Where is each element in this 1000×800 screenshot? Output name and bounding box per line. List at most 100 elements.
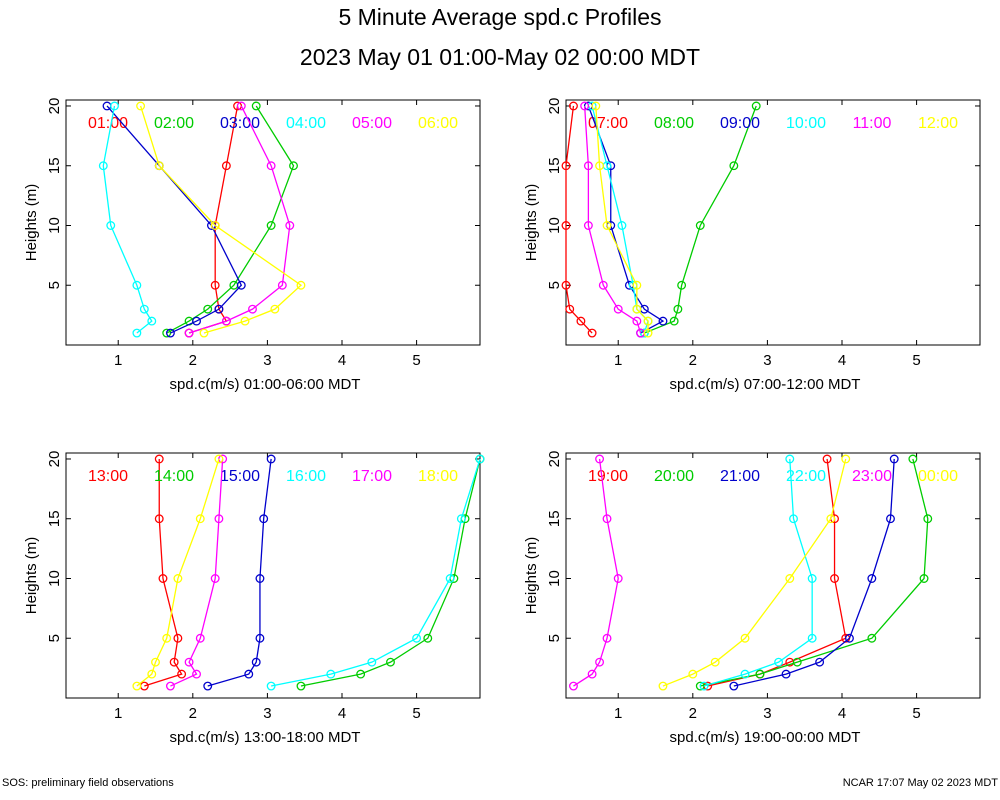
- data-point: [595, 454, 605, 464]
- legend-entry: 18:00: [418, 468, 458, 485]
- data-point: [214, 514, 224, 524]
- data-point: [221, 161, 231, 171]
- data-point: [822, 454, 832, 464]
- data-point: [173, 633, 183, 643]
- x-tick-label: 2: [189, 705, 197, 722]
- legend-entry: 22:00: [786, 468, 826, 485]
- data-point: [184, 657, 194, 667]
- footer-note: SOS: preliminary field observations: [2, 777, 174, 789]
- data-point: [591, 101, 601, 111]
- data-point: [785, 454, 795, 464]
- data-point: [158, 574, 168, 583]
- data-point: [613, 304, 623, 314]
- legend-entry: 11:00: [853, 115, 892, 132]
- y-tick-label: 20: [46, 451, 63, 468]
- series-line-1800: [136, 458, 220, 687]
- y-tick-label: 5: [46, 634, 63, 642]
- x-tick-label: 5: [412, 352, 420, 369]
- x-axis-label: spd.c(m/s) 13:00-18:00 MDT: [170, 729, 361, 746]
- x-tick-label: 5: [912, 352, 920, 369]
- data-point: [583, 161, 593, 171]
- data-point: [643, 316, 653, 326]
- data-point: [740, 633, 750, 643]
- x-tick-label: 4: [338, 705, 346, 722]
- data-point: [236, 101, 246, 111]
- data-point: [139, 304, 149, 314]
- data-point: [251, 101, 261, 111]
- data-point: [240, 316, 250, 326]
- data-point: [184, 328, 194, 338]
- data-point: [195, 514, 205, 524]
- data-point: [151, 657, 160, 667]
- data-point: [110, 101, 119, 111]
- series-line-2200: [703, 458, 813, 687]
- data-point: [248, 304, 257, 314]
- x-axis-label: spd.c(m/s) 19:00-00:00 MDT: [670, 729, 861, 746]
- y-tick-label: 15: [46, 510, 63, 527]
- data-point: [136, 101, 146, 111]
- data-point: [266, 454, 276, 464]
- panel-01-06: 1 2 3 4 5 5 10 15 20 spd.c(m/s) 01:00-06:00 MDT He…: [0, 90, 500, 440]
- data-point: [173, 574, 183, 583]
- x-axis-label: spd.c(m/s) 01:00-06:00 MDT: [170, 376, 361, 393]
- legend-entry: 09:00: [720, 115, 760, 132]
- data-point: [177, 669, 187, 679]
- series-line-0900: [587, 105, 665, 334]
- data-point: [886, 514, 895, 524]
- data-point: [192, 669, 201, 679]
- data-point: [423, 633, 433, 643]
- data-point: [326, 669, 336, 679]
- legend-entry: 21:00: [720, 468, 760, 485]
- x-tick-label: 2: [189, 352, 197, 369]
- data-point: [266, 221, 276, 230]
- plot-frame: [65, 99, 481, 346]
- data-point: [221, 316, 231, 326]
- plot-frame: [65, 452, 481, 699]
- data-point: [475, 454, 485, 464]
- y-axis-label: Heights (m): [523, 537, 540, 615]
- data-point: [165, 328, 175, 338]
- data-point: [132, 681, 142, 691]
- data-point: [807, 633, 817, 643]
- chart-svg: 1 2 3 4 5 5 10 15 20 spd.c(m/s) 19:00-00:00 MDT He…: [523, 451, 981, 746]
- data-point: [595, 161, 605, 171]
- y-tick-label: 5: [546, 634, 563, 642]
- legend-entry: 16:00: [286, 468, 326, 485]
- data-point: [710, 657, 720, 667]
- series-line-0200: [166, 105, 295, 334]
- data-point: [919, 574, 929, 583]
- legend-entry: 00:00: [918, 468, 958, 485]
- y-tick-label: 10: [46, 217, 63, 234]
- y-tick-label: 20: [546, 98, 563, 115]
- legend-entry: 07:00: [588, 115, 628, 132]
- x-tick-label: 5: [412, 705, 420, 722]
- series-line-1600: [271, 458, 481, 687]
- data-point: [445, 574, 455, 583]
- data-point: [132, 280, 142, 290]
- data-point: [296, 681, 306, 691]
- legend-entry: 05:00: [352, 115, 392, 132]
- y-tick-label: 15: [546, 157, 563, 174]
- series-line-2100: [733, 458, 895, 687]
- y-tick-label: 10: [46, 570, 63, 587]
- data-point: [774, 657, 784, 667]
- legend-entry: 20:00: [654, 468, 694, 485]
- x-tick-label: 1: [114, 352, 122, 369]
- data-point: [154, 514, 164, 524]
- x-tick-label: 2: [689, 705, 697, 722]
- data-point: [147, 669, 157, 679]
- data-point: [569, 101, 578, 111]
- data-point: [244, 669, 254, 679]
- y-tick-label: 20: [546, 451, 563, 468]
- data-point: [830, 574, 839, 583]
- panel-19-00: 1 2 3 4 5 5 10 15 20 spd.c(m/s) 19:00-00:00 MDT He…: [500, 443, 1000, 793]
- series-line-2000: [700, 458, 929, 687]
- data-point: [602, 221, 612, 230]
- x-tick-label: 3: [763, 705, 771, 722]
- data-point: [169, 657, 179, 667]
- y-axis-label: Heights (m): [23, 184, 40, 262]
- data-point: [296, 280, 306, 290]
- data-point: [807, 574, 817, 583]
- legend-entry: 15:00: [220, 468, 260, 485]
- data-point: [289, 161, 298, 171]
